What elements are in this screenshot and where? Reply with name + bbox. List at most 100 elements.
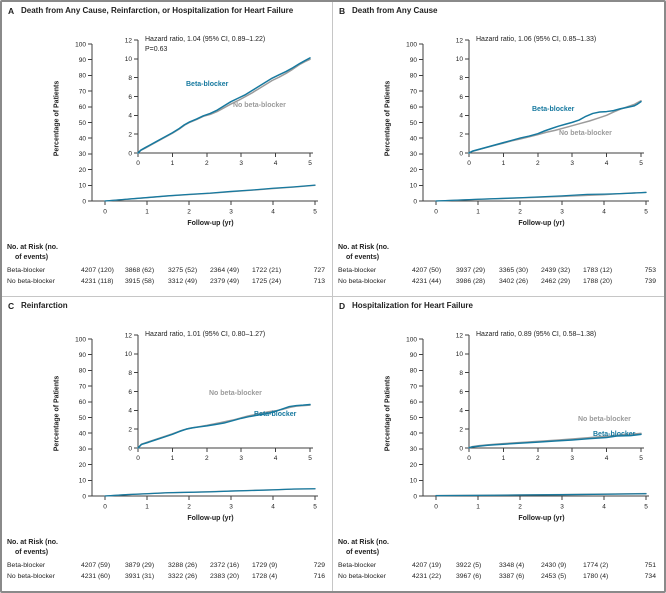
risk-value: 1729 (9)	[252, 561, 278, 569]
y-axis-label: Percentage of Patients	[384, 375, 392, 451]
risk-table-header: No. at Risk (no.	[338, 538, 389, 546]
panel-title-row: B Death from Any Cause	[339, 6, 630, 17]
main-y-tick-label: 70	[410, 383, 418, 390]
main-y-tick-label: 90	[410, 57, 418, 64]
main-x-tick-label: 4	[602, 209, 606, 216]
inset-y-tick-label: 6	[459, 388, 463, 395]
panel-title-row: A Death from Any Cause, Reinfarction, or…	[8, 6, 299, 17]
risk-row-label: No beta-blocker	[7, 572, 55, 580]
risk-row-beta-blocker: Beta-blocker 4207 (120) 3868 (62) 3275 (…	[2, 267, 332, 277]
main-y-tick-label: 20	[79, 461, 87, 468]
inset-y-tick-label: 2	[459, 131, 463, 138]
main-y-tick-label: 0	[82, 493, 86, 500]
risk-value: 716	[313, 572, 325, 580]
risk-value: 3967 (6)	[456, 572, 482, 580]
main-y-tick-label: 10	[410, 477, 418, 484]
main-x-tick-label: 0	[103, 503, 107, 510]
inset-y-tick-label: 10	[456, 351, 464, 358]
inset-y-tick-label: 4	[459, 113, 463, 120]
inset-x-tick-label: 4	[605, 160, 609, 167]
risk-value: 3365 (30)	[499, 267, 529, 274]
inset-y-tick-label: 8	[128, 75, 132, 82]
main-y-tick-label: 40	[410, 136, 418, 143]
inset-x-tick-label: 5	[639, 455, 643, 462]
risk-row-beta-blocker: Beta-blocker 4207 (19) 3922 (5) 3348 (4)…	[333, 562, 664, 572]
main-y-tick-label: 0	[82, 198, 86, 205]
risk-row-beta-blocker: Beta-blocker 4207 (50) 3937 (29) 3365 (3…	[333, 267, 664, 277]
hazard-ratio-text: Hazard ratio, 0.89 (95% CI, 0.58–1.38)	[476, 330, 597, 338]
main-y-tick-label: 30	[410, 446, 418, 453]
risk-value: 3288 (26)	[168, 561, 198, 569]
inset-x-tick-label: 5	[639, 160, 643, 167]
panel-c: C Reinfarction 0 10 20 30 40 50 60 70 80 90 100 0 1 2…	[2, 296, 333, 591]
main-x-tick-label: 3	[560, 209, 564, 216]
inset-y-tick-label: 2	[128, 131, 132, 138]
risk-value: 1774 (2)	[583, 561, 609, 569]
panel-a: A Death from Any Cause, Reinfarction, or…	[2, 2, 333, 297]
inset-y-tick-label: 8	[459, 75, 463, 82]
risk-value: 3322 (26)	[168, 572, 198, 580]
main-y-tick-label: 90	[79, 57, 87, 64]
inset-x-tick-label: 2	[205, 160, 209, 167]
risk-value: 1725 (24)	[252, 278, 282, 285]
p-value-text: P=0.63	[145, 46, 168, 53]
panel-title: Death from Any Cause, Reinfarction, or H…	[21, 6, 294, 15]
main-y-tick-label: 30	[410, 151, 418, 158]
inset-x-tick-label: 5	[308, 455, 312, 462]
risk-value: 3312 (49)	[168, 278, 198, 285]
inset-y-tick-label: 2	[128, 426, 132, 433]
inset-y-tick-label: 8	[128, 369, 132, 376]
inset-y-tick-label: 12	[456, 37, 464, 44]
inset-x-tick-label: 4	[605, 455, 609, 462]
inset-y-tick-label: 10	[125, 351, 133, 358]
risk-value: 3387 (6)	[499, 572, 525, 580]
risk-value: 4231 (118)	[81, 278, 114, 285]
main-x-tick-label: 1	[145, 503, 149, 510]
inset-x-tick-label: 0	[467, 160, 471, 167]
inset-x-tick-label: 3	[239, 160, 243, 167]
main-y-tick-label: 90	[79, 352, 87, 359]
risk-value: 2430 (9)	[541, 561, 567, 569]
inset-x-tick-label: 0	[136, 455, 140, 462]
main-y-tick-label: 70	[79, 383, 87, 390]
risk-value: 4207 (50)	[412, 267, 442, 274]
risk-value: 4207 (120)	[81, 267, 114, 274]
main-y-tick-label: 50	[410, 414, 418, 421]
risk-row-beta-blocker: Beta-blocker 4207 (59) 3879 (29) 3288 (2…	[2, 562, 332, 572]
risk-value: 1783 (12)	[583, 267, 613, 274]
risk-row-no-beta-blocker: No beta-blocker 4231 (22) 3967 (6) 3387 …	[333, 573, 664, 583]
series-label-beta-blocker: Beta-blocker	[532, 106, 575, 113]
risk-value: 739	[644, 278, 656, 285]
main-y-tick-label: 80	[410, 367, 418, 374]
risk-table-header-2: of events)	[15, 548, 49, 556]
inset-x-tick-label: 1	[171, 455, 175, 462]
inset-y-tick-label: 12	[125, 37, 133, 44]
risk-value: 2453 (5)	[541, 572, 567, 580]
risk-value: 3922 (5)	[456, 561, 482, 569]
main-x-tick-label: 4	[271, 503, 275, 510]
risk-table-header-2: of events)	[15, 254, 49, 261]
risk-row-no-beta-blocker: No beta-blocker 4231 (60) 3931 (31) 3322…	[2, 573, 332, 583]
hazard-ratio-text: Hazard ratio, 1.04 (95% CI, 0.89–1.22)	[145, 36, 266, 43]
risk-value: 3275 (52)	[168, 267, 198, 274]
main-x-tick-label: 0	[434, 209, 438, 216]
risk-table-header: No. at Risk (no.	[338, 244, 389, 251]
risk-value: 4207 (19)	[412, 561, 442, 569]
risk-table-header-2: of events)	[346, 548, 380, 556]
curve-inset-beta-blocker	[468, 100, 642, 154]
main-y-tick-label: 60	[410, 399, 418, 406]
inset-x-tick-label: 4	[274, 160, 278, 167]
main-y-tick-label: 10	[79, 477, 87, 484]
inset-y-tick-label: 2	[459, 426, 463, 433]
risk-table-header: No. at Risk (no.	[7, 244, 58, 251]
inset-x-tick-label: 1	[171, 160, 175, 167]
risk-value: 1780 (4)	[583, 572, 609, 580]
main-y-tick-label: 50	[79, 414, 87, 421]
panel-title-row: D Hospitalization for Heart Failure	[339, 301, 630, 312]
series-label-no-beta-blocker: No beta-blocker	[559, 130, 612, 137]
risk-value: 1722 (21)	[252, 267, 282, 274]
main-y-tick-label: 100	[75, 41, 86, 48]
main-y-tick-label: 70	[79, 88, 87, 95]
main-x-tick-label: 1	[476, 209, 480, 216]
risk-value: 2379 (49)	[210, 278, 240, 285]
